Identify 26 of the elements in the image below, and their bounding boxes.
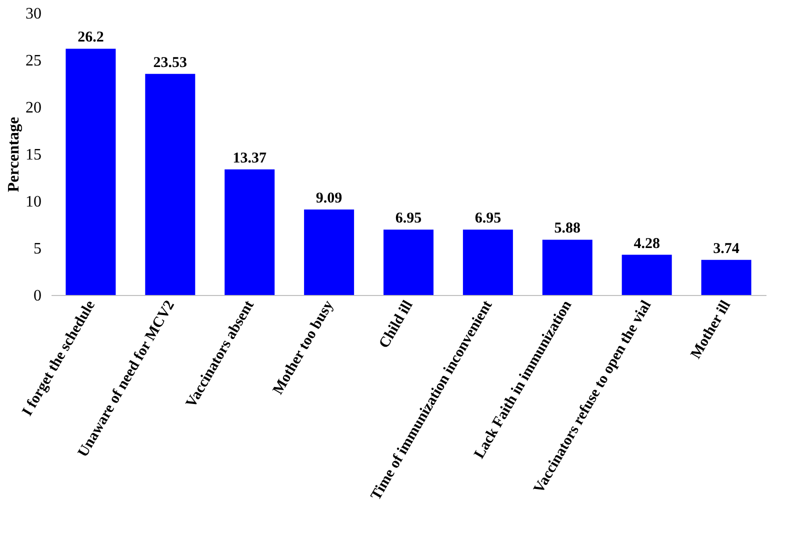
y-tick-label: 15 bbox=[26, 146, 42, 164]
y-tick-label: 25 bbox=[26, 52, 42, 70]
bar bbox=[66, 48, 116, 295]
data-label: 23.53 bbox=[153, 54, 188, 71]
data-label: 26.2 bbox=[78, 30, 104, 46]
data-label: 9.09 bbox=[316, 190, 342, 207]
bar bbox=[622, 254, 672, 295]
data-label: 6.95 bbox=[474, 210, 502, 227]
y-tick-label: 0 bbox=[34, 288, 42, 304]
bar bbox=[224, 169, 275, 295]
y-axis-title: Percentage bbox=[6, 116, 22, 192]
bar bbox=[304, 210, 354, 295]
bar bbox=[462, 230, 513, 295]
data-label: 3.74 bbox=[713, 240, 740, 257]
bar bbox=[145, 74, 196, 295]
bar bbox=[701, 260, 752, 295]
y-tick-label: 30 bbox=[26, 6, 42, 22]
bar bbox=[542, 240, 592, 295]
y-tick-label: 10 bbox=[26, 194, 42, 210]
data-label: 6.95 bbox=[395, 210, 422, 227]
data-label: 4.28 bbox=[634, 236, 660, 252]
data-label: 13.37 bbox=[232, 150, 267, 166]
y-tick-label: 20 bbox=[26, 100, 42, 116]
bar bbox=[384, 230, 434, 295]
data-label: 5.88 bbox=[554, 220, 581, 237]
y-tick-label: 5 bbox=[34, 240, 42, 258]
